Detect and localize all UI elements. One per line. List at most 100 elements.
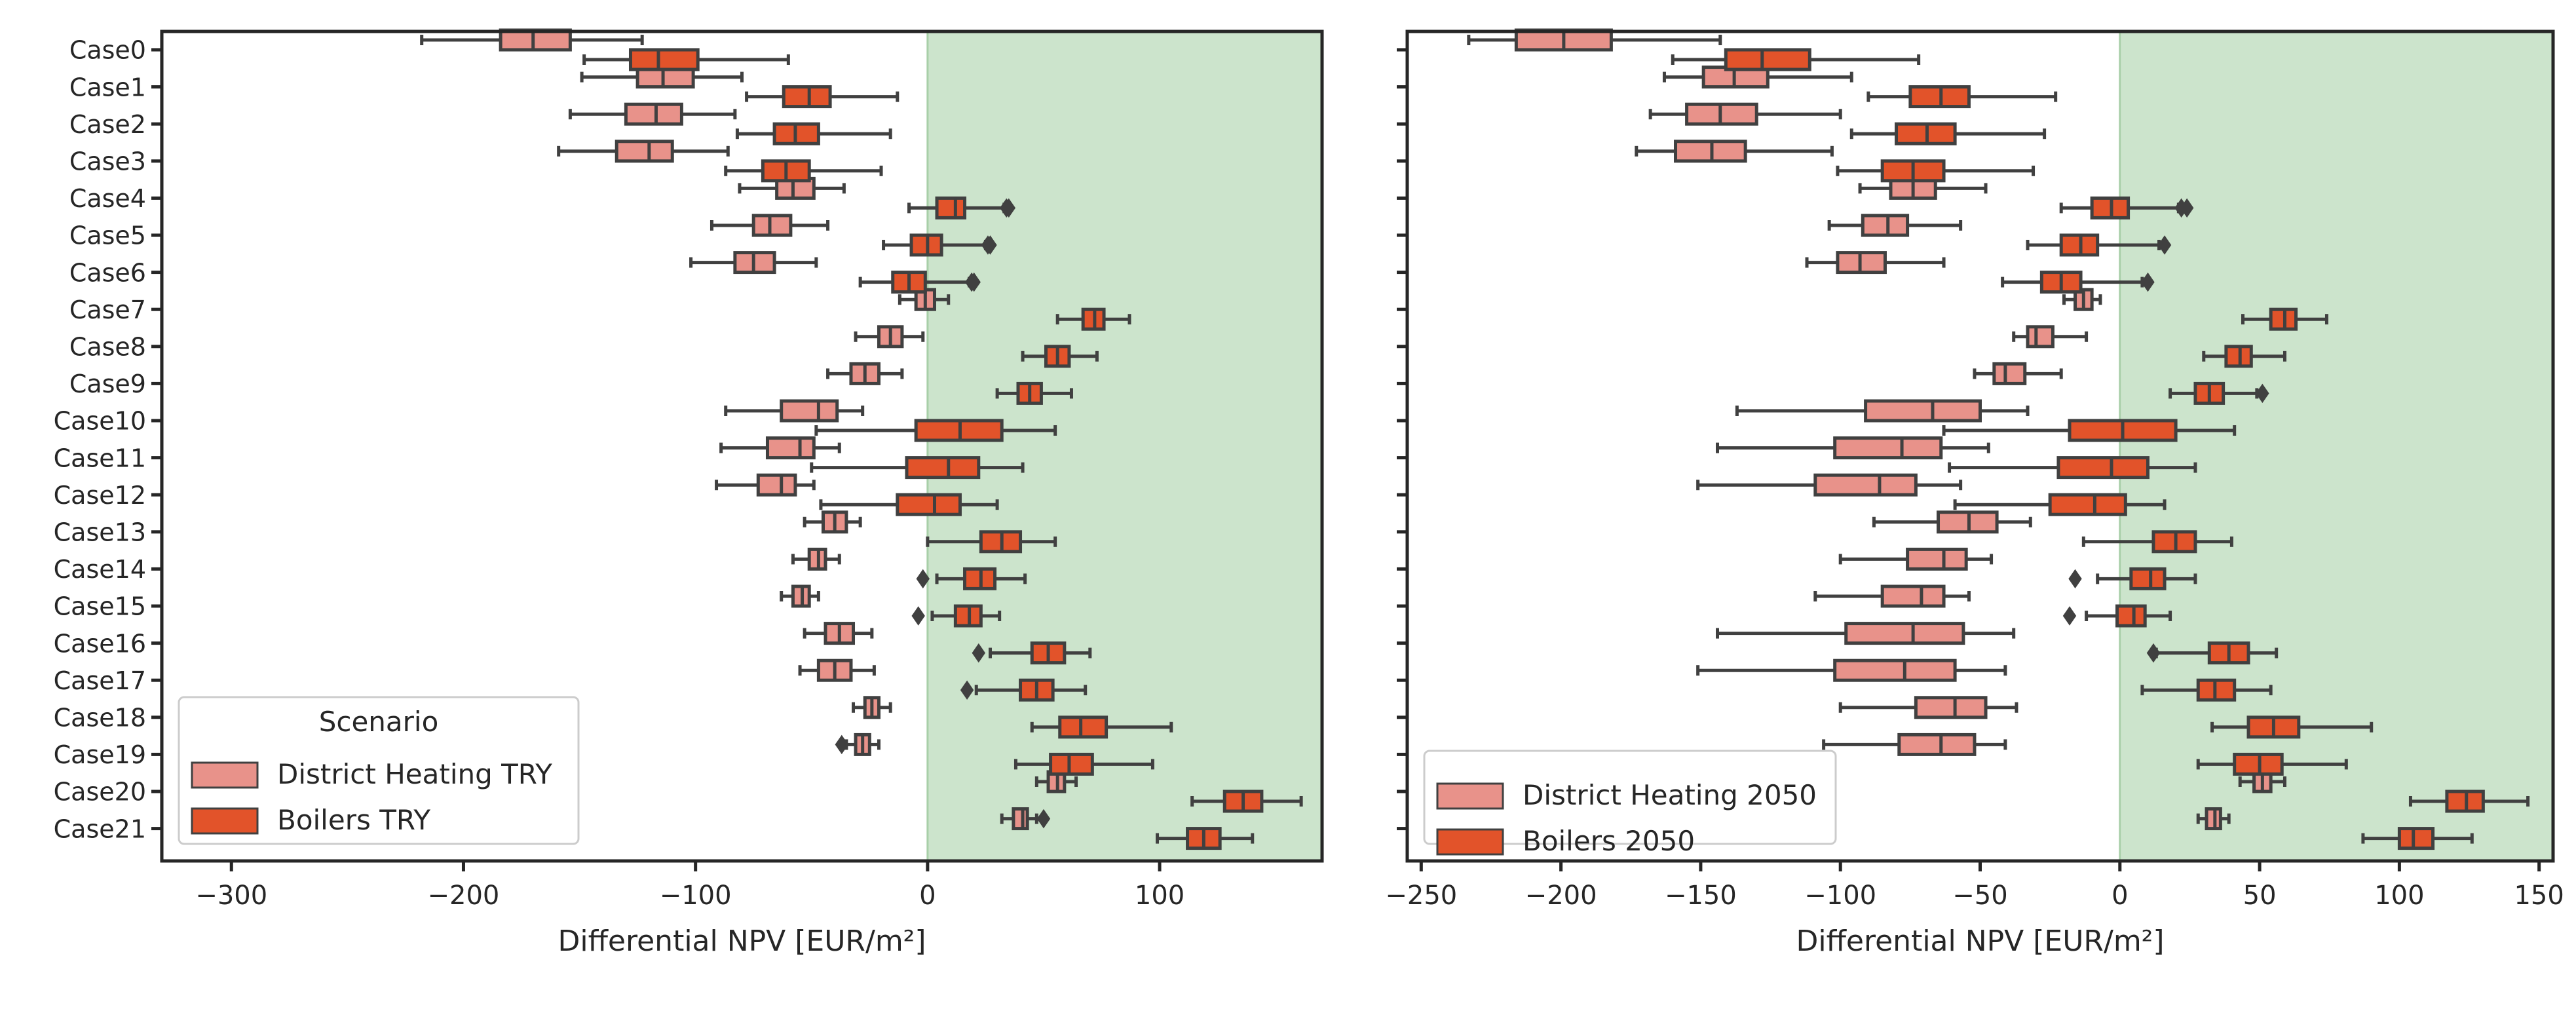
legend: District Heating 2050 Boilers 2050 — [1423, 750, 1837, 857]
box-case10-0 — [724, 399, 865, 423]
box-case15-1 — [2062, 604, 2172, 628]
box-case16-1 — [972, 641, 1092, 665]
legend: Scenario District Heating TRY Boilers TRY — [178, 696, 580, 845]
y-tick-label: Case21 — [54, 814, 146, 843]
box-case15-0 — [780, 584, 820, 608]
box-case1-1 — [745, 85, 900, 109]
box-iqr — [765, 436, 816, 460]
box-case19-1 — [2196, 752, 2348, 776]
x-tick-label: −150 — [1665, 881, 1737, 911]
box-iqr — [2056, 456, 2150, 480]
box-iqr — [628, 48, 700, 71]
box-case19-1 — [1013, 752, 1154, 776]
y-tick-label: Case17 — [54, 666, 146, 695]
x-tick-label: −100 — [1804, 881, 1876, 911]
legend-frame — [178, 696, 580, 845]
y-tick-label: Case12 — [54, 481, 146, 510]
box-case7-1 — [2241, 307, 2328, 331]
box-case17-0 — [1696, 658, 2007, 682]
box-case9-1 — [995, 381, 1073, 405]
box-case0-0 — [1467, 28, 1722, 52]
box-case12-1 — [819, 493, 999, 516]
legend-label: District Heating 2050 — [1523, 779, 1817, 811]
box-case9-1 — [2169, 381, 2269, 405]
box-iqr — [1880, 584, 1946, 608]
box-case13-1 — [926, 530, 1057, 554]
y-tick-label: Case2 — [69, 110, 146, 139]
box-case8-0 — [2012, 325, 2089, 349]
outlier-marker — [911, 606, 925, 626]
box-iqr — [756, 473, 797, 497]
outlier-marker — [916, 569, 930, 589]
y-tick-label: Case15 — [54, 592, 146, 621]
box-iqr — [935, 196, 967, 219]
y-tick-label: Case11 — [54, 444, 146, 472]
box-case2-1 — [735, 122, 892, 145]
box-case11-1 — [1948, 456, 2197, 480]
box-case6-1 — [2001, 271, 2155, 294]
x-tick-label: 0 — [919, 881, 936, 911]
left-panel: Case0 Case1 Case2 Case3 Case4 Case5 Case6 Case7… — [54, 28, 1324, 958]
x-axis-label: Differential NPV [EUR/m²] — [1796, 924, 2165, 958]
outlier-marker — [2157, 235, 2172, 255]
box-case15-1 — [911, 604, 1002, 628]
x-tick-label: −300 — [195, 881, 267, 911]
box-case2-1 — [1849, 122, 2047, 145]
box-case9-0 — [1973, 362, 2063, 385]
x-tick-label: −200 — [428, 881, 500, 911]
box-iqr — [1058, 715, 1108, 739]
x-tick-label: −250 — [1385, 881, 1457, 911]
box-case1-1 — [1866, 85, 2058, 109]
box-iqr — [2129, 567, 2167, 590]
box-case19-0 — [1822, 733, 2007, 756]
box-case17-0 — [798, 658, 876, 682]
y-tick-label: Case10 — [54, 407, 146, 436]
y-tick-label: Case19 — [54, 740, 146, 769]
outlier-marker — [972, 643, 985, 663]
box-case19-0 — [835, 733, 881, 756]
box-iqr — [1861, 214, 1910, 237]
box-iqr — [624, 102, 683, 126]
legend-swatch — [191, 761, 259, 789]
box-case3-0 — [1635, 140, 1834, 163]
box-case0-0 — [420, 28, 644, 52]
x-tick-label: −100 — [660, 881, 732, 911]
legend-swatch — [1436, 782, 1504, 810]
y-tick-label: Case3 — [69, 147, 146, 176]
box-iqr — [1906, 547, 1968, 571]
y-tick-label: Case6 — [69, 258, 146, 287]
box-case6-0 — [1805, 251, 1946, 275]
box-case4-1 — [907, 196, 1016, 219]
box-case3-0 — [557, 140, 730, 163]
outlier-marker — [1036, 809, 1051, 829]
box-iqr — [1049, 752, 1094, 776]
axes-frame — [160, 29, 1324, 863]
x-tick-label: −200 — [1525, 881, 1597, 911]
box-case2-0 — [1648, 102, 1842, 126]
box-case17-1 — [2140, 678, 2273, 702]
box-case6-1 — [858, 271, 981, 294]
box-case16-0 — [803, 622, 874, 645]
box-iqr — [905, 456, 981, 480]
box-iqr — [2397, 827, 2435, 850]
y-tick-label: Case7 — [69, 295, 146, 324]
box-case3-1 — [1836, 159, 2036, 183]
box-case18-0 — [852, 696, 892, 719]
legend-frame — [1423, 750, 1837, 845]
box-iqr — [780, 399, 839, 423]
box-case21-0 — [2196, 807, 2231, 831]
box-iqr — [1992, 362, 2027, 385]
outlier-marker — [2256, 383, 2269, 404]
box-case11-0 — [1716, 436, 1990, 460]
box-case12-1 — [1953, 493, 2167, 516]
x-tick-label: 0 — [2112, 881, 2128, 911]
box-iqr — [2115, 604, 2147, 628]
y-tick-label: Case16 — [54, 629, 146, 658]
box-case5-0 — [1827, 214, 1963, 237]
outlier-marker — [2141, 272, 2155, 292]
box-case18-1 — [2210, 715, 2374, 739]
box-case18-0 — [1838, 696, 2018, 719]
box-case21-1 — [1156, 827, 1255, 850]
